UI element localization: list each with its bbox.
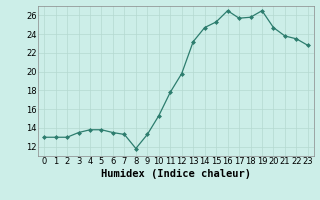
X-axis label: Humidex (Indice chaleur): Humidex (Indice chaleur) xyxy=(101,169,251,179)
